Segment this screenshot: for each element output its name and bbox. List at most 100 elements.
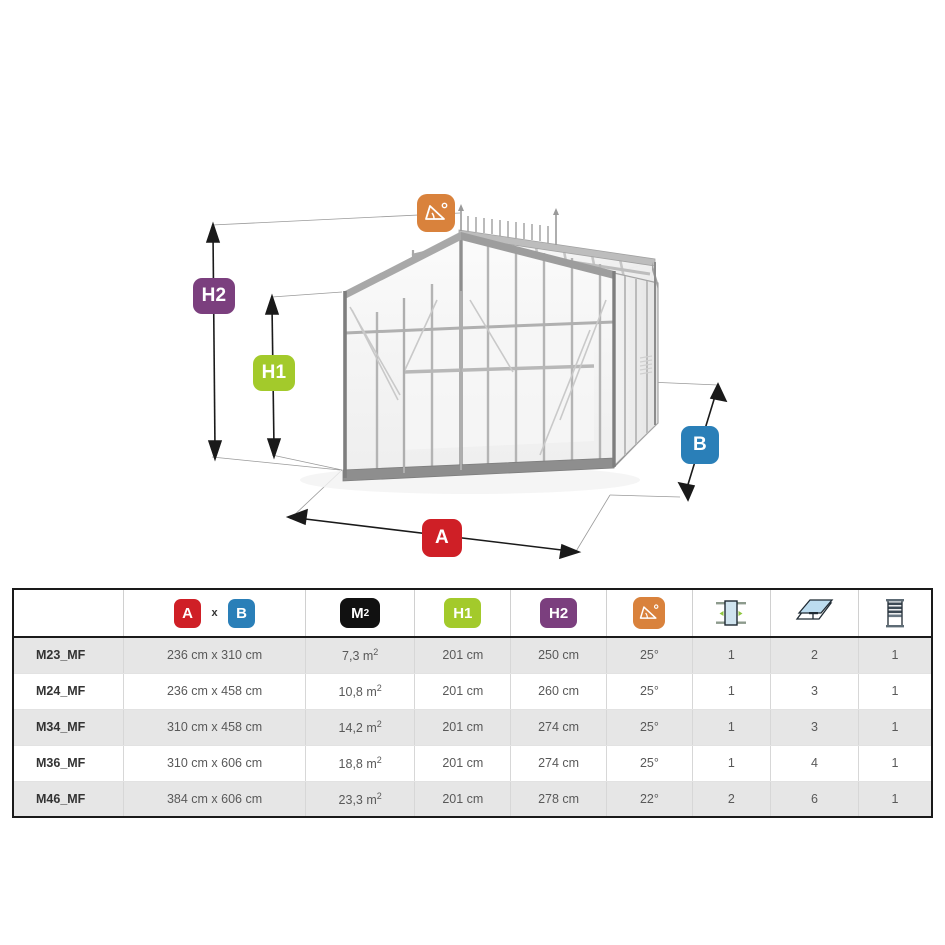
cell-angle: 25° xyxy=(605,708,693,746)
table-row[interactable]: M46_MF 384 cm x 606 cm 23,3 m2 201 cm 27… xyxy=(12,780,933,818)
cell-doors: 1 xyxy=(691,744,771,782)
greenhouse-illustration xyxy=(205,204,728,560)
cell-area-sup: 2 xyxy=(376,754,382,765)
roof-angle-icon xyxy=(417,194,455,232)
header-roof-angle xyxy=(605,588,693,638)
cell-doors: 1 xyxy=(691,708,771,746)
cell-area: 23,3 m2 xyxy=(304,780,416,818)
cell-model: M24_MF xyxy=(12,672,125,710)
cell-area-value: 23,3 m xyxy=(338,792,377,807)
dimension-badge-h1: H1 xyxy=(253,355,295,391)
cell-dimensions: 310 cm x 458 cm xyxy=(123,708,306,746)
roof-angle-glyph xyxy=(640,604,659,619)
greenhouse-structure xyxy=(300,204,659,494)
table-row[interactable]: M23_MF 236 cm x 310 cm 7,3 m2 201 cm 250… xyxy=(12,636,933,674)
cell-h2: 278 cm xyxy=(510,780,607,818)
cell-doors: 2 xyxy=(691,780,771,818)
dimension-badge-b: B xyxy=(681,426,719,464)
greenhouse-diagram: H2 H1 A B xyxy=(193,194,728,560)
cell-area-sup: 2 xyxy=(376,790,382,801)
header-h2: H2 xyxy=(510,588,607,638)
cell-h1: 201 cm xyxy=(414,672,512,710)
table-row[interactable]: M34_MF 310 cm x 458 cm 14,2 m2 201 cm 27… xyxy=(12,708,933,746)
side-louvre xyxy=(639,355,653,375)
header-h1: H1 xyxy=(414,588,512,638)
cell-roof-vents: 3 xyxy=(769,672,859,710)
cell-h1: 201 cm xyxy=(414,780,512,818)
badge-m2-letter: M xyxy=(351,604,364,622)
header-model xyxy=(12,588,125,638)
cell-area: 10,8 m2 xyxy=(304,672,416,710)
cell-roof-vents: 6 xyxy=(769,780,859,818)
cell-angle: 22° xyxy=(605,780,693,818)
cell-model: M46_MF xyxy=(12,780,125,818)
cell-model: M23_MF xyxy=(12,636,125,674)
multiply-sign: x xyxy=(211,607,218,619)
cell-model: M36_MF xyxy=(12,744,125,782)
cell-dimensions: 236 cm x 458 cm xyxy=(123,672,306,710)
cell-area-value: 18,8 m xyxy=(338,757,377,772)
badge-h1-icon: H1 xyxy=(444,598,482,628)
cell-area: 18,8 m2 xyxy=(304,744,416,782)
cell-area-sup: 2 xyxy=(376,718,382,729)
sliding-door-icon xyxy=(716,600,747,626)
cell-doors: 1 xyxy=(691,672,771,710)
cell-area-value: 7,3 m xyxy=(342,649,374,664)
cell-h1: 201 cm xyxy=(414,636,512,674)
cell-area-sup: 2 xyxy=(376,682,382,693)
cell-roof-vents: 2 xyxy=(769,636,859,674)
cell-area: 7,3 m2 xyxy=(304,636,416,674)
cell-model: M34_MF xyxy=(12,708,125,746)
cell-angle: 25° xyxy=(605,636,693,674)
diagonal-bracing xyxy=(349,299,607,456)
front-wall-glazing-bars xyxy=(375,242,602,475)
cell-area: 14,2 m2 xyxy=(304,708,416,746)
roof-angle-icon xyxy=(633,597,666,629)
badge-h2-icon: H2 xyxy=(540,598,578,628)
header-roof-vents xyxy=(769,588,859,638)
cell-louvres: 1 xyxy=(857,780,933,818)
header-louvres xyxy=(857,588,933,638)
header-dimensions: A x B xyxy=(123,588,306,638)
ridge-cresting xyxy=(467,216,549,243)
cell-dimensions: 236 cm x 310 cm xyxy=(123,636,306,674)
dimension-badge-a: A xyxy=(422,519,462,557)
cell-angle: 25° xyxy=(605,744,693,782)
cell-angle: 25° xyxy=(605,672,693,710)
cell-louvres: 1 xyxy=(857,744,933,782)
cell-h1: 201 cm xyxy=(414,708,512,746)
badge-a-icon: A xyxy=(174,598,201,628)
table-body: M23_MF 236 cm x 310 cm 7,3 m2 201 cm 250… xyxy=(12,636,933,818)
cell-area-value: 14,2 m xyxy=(338,721,377,736)
badge-a-label: A xyxy=(435,527,449,548)
cell-dimensions: 310 cm x 606 cm xyxy=(123,744,306,782)
badge-m2-sup: 2 xyxy=(363,607,370,619)
cell-louvres: 1 xyxy=(857,672,933,710)
dimension-badge-h2: H2 xyxy=(193,278,235,314)
cell-dimensions: 384 cm x 606 cm xyxy=(123,780,306,818)
cell-roof-vents: 4 xyxy=(769,744,859,782)
door-panel xyxy=(403,291,462,473)
header-doors xyxy=(691,588,771,638)
cell-h2: 260 cm xyxy=(510,672,607,710)
cell-doors: 1 xyxy=(691,636,771,674)
cell-louvres: 1 xyxy=(857,708,933,746)
cell-area-value: 10,8 m xyxy=(338,685,377,700)
badge-b-icon: B xyxy=(228,598,256,628)
table-row[interactable]: M24_MF 236 cm x 458 cm 10,8 m2 201 cm 26… xyxy=(12,672,933,710)
cell-h2: 250 cm xyxy=(510,636,607,674)
cell-roof-vents: 3 xyxy=(769,708,859,746)
louvre-vent-icon xyxy=(885,599,904,628)
roof-angle-glyph xyxy=(425,202,448,220)
table-row[interactable]: M36_MF 310 cm x 606 cm 18,8 m2 201 cm 27… xyxy=(12,744,933,782)
cell-h2: 274 cm xyxy=(510,744,607,782)
badge-h1-label: H1 xyxy=(261,362,287,383)
badge-b-label: B xyxy=(693,434,707,455)
lower-rail xyxy=(403,364,595,374)
cell-louvres: 1 xyxy=(857,636,933,674)
